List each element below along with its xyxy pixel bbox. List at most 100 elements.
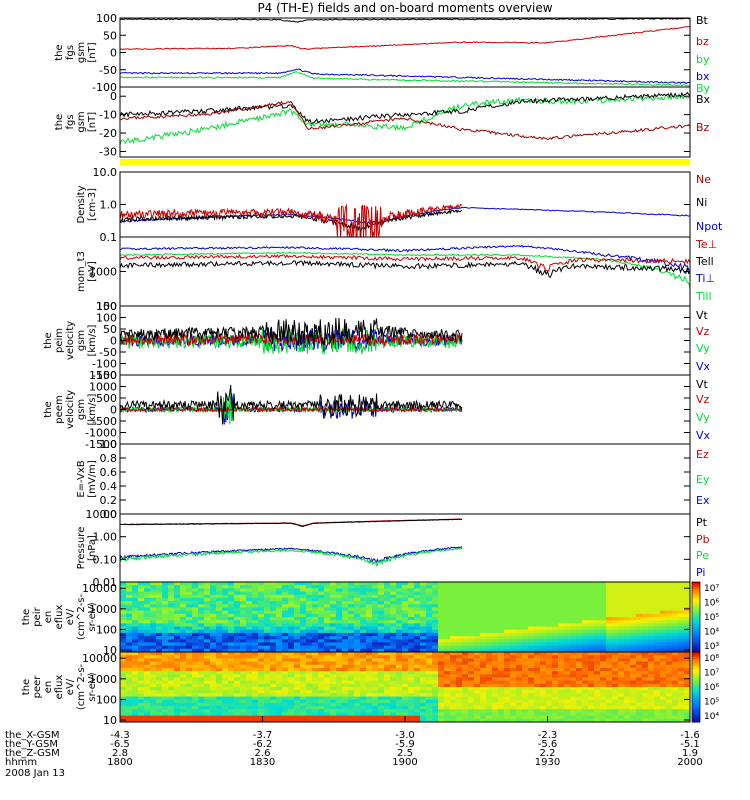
plot-area-peer [120, 652, 690, 722]
spectrogram-peer [120, 652, 690, 722]
panel-peir: 10⁷ 10⁶ 10⁵ 10⁴ 10³ 10000 1000 100 10 the peir en ef… [21, 581, 719, 657]
panel-frame [119, 86, 691, 158]
legend-entry: Ez [696, 448, 709, 461]
colorbar-peir: 10⁷ 10⁶ 10⁵ 10⁴ 10³ [691, 581, 719, 653]
panel-pressure: 10.00 1.00 0.10 0.01 Pressure [nPa] Pt Pb Pe Pi [76, 508, 710, 589]
y-tick-label: 100 [96, 300, 117, 313]
plot-area-pressure [120, 518, 463, 567]
legend-entry: bz [696, 35, 709, 48]
legend-entry: Pb [696, 533, 710, 546]
y-axis-label: the [54, 44, 65, 60]
series-bx [120, 68, 690, 84]
y-tick-label: 0.01 [93, 576, 118, 589]
y-axis-label: peim [54, 328, 65, 353]
series-by [120, 71, 690, 87]
y-tick-label: -500 [92, 415, 117, 428]
x-tick-label: 2.8 [112, 748, 128, 759]
y-tick-label: 0.0 [100, 508, 118, 521]
y-axis-label: eflux [54, 675, 65, 700]
x-tick-label: -4.3 [110, 730, 130, 741]
x-tick-label: -2.3 [538, 730, 558, 741]
time-axis: the_X-GSM -4.3 -3.7 -3.0 -2.3 -1.6 the_Y-GSM -6… [5, 716, 703, 779]
y-tick-label: 0.6 [100, 466, 118, 479]
y-tick-label: 0 [110, 404, 117, 417]
y-axis-label: gsm [76, 330, 87, 351]
y-axis-label: the [54, 114, 65, 130]
y-tick-label: -50 [99, 64, 117, 77]
series-Vt [120, 317, 463, 346]
series-Tell [120, 259, 690, 279]
series-Vt [120, 384, 463, 425]
y-axis-label: peir [32, 606, 43, 626]
y-tick-label: 100 [96, 312, 117, 325]
y-axis-label: gsm [76, 42, 87, 63]
x-tick-label: 1930 [535, 757, 560, 768]
legend-entry: Vz [696, 393, 710, 406]
y-tick-label: 100 [96, 623, 117, 636]
series-Ne [120, 203, 463, 237]
y-tick-label: 10.00 [86, 508, 118, 521]
x-row-label: the_Z-GSM [5, 748, 60, 759]
legend-entry: Vy [696, 411, 710, 424]
x-tick-label: 2.6 [255, 748, 271, 759]
x-row-label: hhmm [5, 757, 37, 768]
plot-area-peim [120, 317, 463, 355]
x-row-label: the_X-GSM [5, 730, 59, 741]
y-axis-label: the [43, 401, 54, 417]
y-tick-label: 1500 [89, 369, 117, 382]
y-tick-label: 10000 [82, 582, 117, 595]
y-tick-label: 100 [96, 693, 117, 706]
series-Pt [120, 518, 463, 527]
y-tick-label: -10 [99, 109, 117, 122]
x-tick-label: 2000 [677, 757, 702, 768]
y-axis-label: [cm-3] [87, 188, 98, 221]
plot-area-peem [120, 384, 463, 425]
y-axis-label: eV/ [65, 608, 76, 625]
x-tick-label: -3.7 [253, 730, 273, 741]
y-axis-label: sr-eV) [87, 602, 98, 631]
panel-frame [119, 443, 691, 515]
series-Till [120, 251, 690, 288]
legend-entry: Bx [696, 93, 711, 106]
y-tick-label: 100 [96, 12, 117, 25]
y-tick-label: 0 [110, 335, 117, 348]
colorbar-peer: 10⁸ 10⁷ 10⁶ 10⁵ 10⁴ [691, 651, 719, 723]
legend-entry: Till [695, 290, 712, 303]
legend-entry: by [696, 53, 710, 66]
legend-entry: Vt [696, 378, 709, 391]
x-tick-label: -6.5 [110, 739, 130, 750]
legend-entry: Vt [696, 309, 709, 322]
series-Bx [120, 91, 690, 125]
colorbar-tick-label: 10⁸ [704, 654, 719, 664]
colorbar-tick-label: 10⁷ [704, 669, 719, 679]
y-axis-label: [nT] [87, 42, 98, 62]
legend-entry: Ey [696, 473, 710, 486]
panel-temp: 1000 100 mom_t3 [eV] Te⊥ Tell Ti⊥ Till [76, 236, 717, 313]
y-tick-label: 1.00 [93, 531, 118, 544]
panel-density: 10.0 1.0 0.1 Density [cm-3] Ne Ni Npot [76, 166, 723, 244]
legend-entry: bx [696, 70, 710, 83]
legend-entry: Vz [696, 325, 710, 338]
series-Te-perp [120, 253, 690, 272]
legend-entry: Pe [696, 549, 709, 562]
legend-entry: Tell [695, 255, 714, 268]
colorbar-tick-label: 10⁶ [704, 599, 719, 609]
colorbar-tick-label: 10³ [704, 642, 719, 652]
panel-frame [119, 236, 691, 307]
chart-title: P4 (TH-E) fields and on-board moments ov… [257, 1, 552, 15]
x-tick-label: 1800 [107, 757, 132, 768]
y-axis-label: [km/s] [87, 324, 98, 356]
y-tick-label: 10 [103, 644, 117, 657]
spectrogram-peir [120, 582, 690, 652]
colorbar-tick-label: 10⁷ [704, 584, 719, 594]
series-Pe [120, 547, 463, 567]
legend-entry: Vx [696, 429, 711, 442]
y-axis-label: eflux [54, 605, 65, 630]
panel-efield: 1.00.80.60.40.20.0 E=-VxB [mV/m] Ez Ey Ex [76, 438, 710, 521]
x-row-label: the_Y-GSM [5, 739, 58, 750]
legend-entry: Bt [696, 14, 709, 27]
y-tick-label: 0.8 [100, 452, 118, 465]
y-tick-label: -1000 [85, 427, 117, 440]
colorbar-tick-label: 10⁴ [704, 712, 719, 722]
y-tick-label: 0 [110, 47, 117, 60]
